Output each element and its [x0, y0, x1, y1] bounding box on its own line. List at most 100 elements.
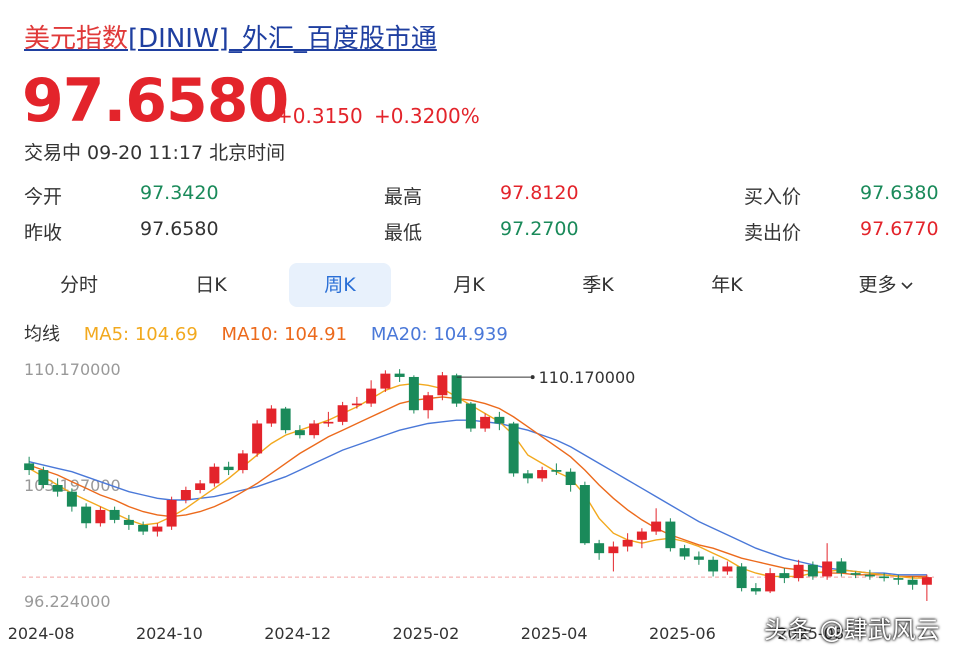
candle-body: [779, 573, 790, 579]
price-change: +0.3150: [276, 104, 363, 128]
quote-label-ask: 卖出价: [744, 222, 802, 244]
ma-legend: 均线 MA5: 104.69 MA10: 104.91 MA20: 104.93…: [24, 320, 526, 346]
candle-body: [608, 546, 619, 554]
candle-body: [38, 470, 49, 486]
candle-body: [465, 403, 476, 429]
candle-body: [337, 405, 348, 422]
candle-body: [152, 526, 163, 532]
candle-body: [693, 556, 704, 560]
candle-body: [323, 421, 334, 424]
candle-body: [551, 470, 562, 472]
candle-body: [636, 531, 647, 540]
candle-body: [95, 509, 106, 524]
ma10-value: MA10: 104.91: [221, 324, 348, 345]
chevron-down-icon: [897, 274, 914, 296]
candle-body: [209, 466, 220, 484]
trading-status: 交易中 09-20 11:17 北京时间: [24, 142, 286, 164]
candle-body: [166, 499, 177, 527]
quote-value-high: 97.8120: [500, 182, 579, 204]
x-tick-label: 2025-04: [521, 624, 588, 643]
candle-body: [708, 559, 719, 572]
quote-label-open: 今开: [24, 186, 63, 208]
ma-legend-label: 均线: [24, 324, 60, 345]
candle-body: [52, 485, 63, 492]
candle-body: [736, 566, 747, 589]
quote-value-open: 97.3420: [140, 182, 219, 204]
tab-weekly-k[interactable]: 周K: [289, 263, 391, 307]
candle-body: [451, 375, 462, 404]
title-rest[interactable]: [DINIW]_外汇_百度股市通: [128, 24, 437, 54]
quote-label-high: 最高: [384, 186, 423, 208]
candle-body: [850, 573, 861, 575]
candle-body: [765, 573, 776, 592]
tab-yearly-k[interactable]: 年K: [711, 274, 743, 296]
candle-body: [893, 578, 904, 580]
candle-body: [66, 491, 77, 507]
candle-body: [309, 423, 320, 436]
candle-body: [294, 430, 305, 436]
candle-body: [750, 588, 761, 592]
candle-body: [807, 564, 818, 577]
period-tabs: 分时 日K 周K 月K 季K 年K 更多: [20, 263, 940, 307]
page-title[interactable]: 美元指数[DINIW]_外汇_百度股市通: [24, 18, 437, 55]
quote-label-prev-close: 昨收: [24, 222, 63, 244]
candle-body: [508, 423, 519, 474]
candle-body: [280, 408, 291, 431]
candle-body: [351, 403, 362, 406]
quote-label-low: 最低: [384, 222, 423, 244]
candle-body: [223, 466, 234, 471]
tab-quarterly-k[interactable]: 季K: [582, 274, 614, 296]
tab-daily-k[interactable]: 日K: [195, 274, 227, 296]
candle-body: [252, 423, 263, 454]
y-tick-label: 96.224000: [24, 592, 111, 611]
ma20-value: MA20: 104.939: [370, 324, 508, 345]
candle-body: [651, 521, 662, 532]
candle-body: [237, 453, 248, 471]
candlestick-chart[interactable]: 110.170000103.19700096.224000110.1700009…: [0, 350, 957, 657]
candle-body: [138, 524, 149, 532]
candle-body: [579, 485, 590, 544]
quote-value-low: 97.2700: [500, 218, 579, 240]
candle-body: [836, 561, 847, 574]
candle-body: [722, 566, 733, 572]
price-change-percent: +0.3200%: [374, 104, 480, 128]
candle-body: [180, 490, 191, 500]
candle-body: [81, 506, 92, 524]
ma5-value: MA5: 104.69: [83, 324, 198, 345]
quote-value-prev-close: 97.6580: [140, 218, 219, 240]
title-lead[interactable]: 美元指数: [24, 24, 129, 54]
candle-body: [622, 539, 633, 547]
tab-more[interactable]: 更多: [835, 263, 937, 307]
candle-body: [879, 576, 890, 579]
candle-body: [594, 543, 605, 554]
candle-body: [537, 470, 548, 479]
quote-label-bid: 买入价: [744, 186, 802, 208]
candle-body: [366, 388, 377, 404]
candle-body: [123, 519, 134, 525]
candle-body: [679, 548, 690, 557]
quote-value-bid: 97.6380: [860, 182, 939, 204]
x-tick-label: 2024-08: [8, 624, 75, 643]
candle-body: [195, 483, 206, 490]
candle-body: [665, 521, 676, 549]
candle-body: [921, 577, 932, 585]
candle-body: [480, 416, 491, 429]
watermark-text: 头条 @肆武风云: [764, 616, 940, 644]
quote-value-ask: 97.6770: [860, 218, 939, 240]
candle-body: [494, 416, 505, 424]
x-tick-label: 2025-06: [649, 624, 716, 643]
candle-body: [522, 473, 533, 479]
candle-body: [380, 373, 391, 389]
candle-body: [266, 408, 277, 424]
max-marker-label: 110.170000: [539, 368, 636, 387]
tab-intraday[interactable]: 分时: [59, 274, 98, 296]
tab-monthly-k[interactable]: 月K: [453, 274, 485, 296]
candle-body: [24, 463, 35, 471]
candle-body: [109, 509, 120, 520]
candle-body: [907, 579, 918, 585]
max-marker-dot: [530, 375, 535, 380]
x-tick-label: 2025-08: [777, 624, 844, 643]
x-tick-label: 2025-02: [392, 624, 459, 643]
current-price: 97.6580: [22, 66, 289, 136]
candle-body: [408, 376, 419, 411]
